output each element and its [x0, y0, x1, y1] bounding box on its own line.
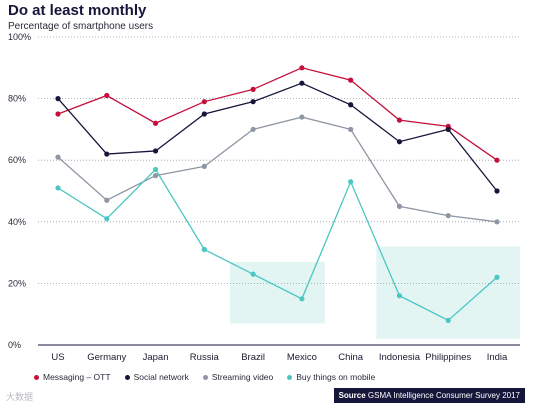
series-line-3	[57, 116, 498, 223]
data-point	[201, 163, 207, 169]
y-tick-label: 80%	[8, 94, 26, 104]
y-tick-label: 60%	[8, 155, 26, 165]
x-tick-label: Japan	[143, 352, 169, 363]
data-point	[55, 185, 61, 191]
y-tick-label: 40%	[8, 217, 26, 227]
legend-item: Buy things on mobile	[287, 372, 375, 382]
x-tick-label: China	[338, 352, 364, 363]
highlight-region-1	[229, 261, 326, 324]
chart-title: Do at least monthly	[8, 2, 147, 19]
data-point	[152, 120, 159, 126]
source-note: Source GSMA Intelligence Consumer Survey…	[333, 388, 525, 403]
data-point	[104, 151, 110, 157]
data-point	[494, 188, 500, 194]
data-point	[250, 99, 256, 105]
data-point	[201, 111, 207, 117]
legend-label: Buy things on mobile	[296, 372, 376, 382]
source-label: Source	[338, 391, 366, 400]
data-point	[250, 271, 256, 277]
x-tick-label: Germany	[87, 352, 126, 363]
data-point	[445, 317, 451, 323]
legend-item: Streaming video	[202, 372, 274, 382]
data-point	[152, 173, 159, 179]
data-point	[104, 197, 110, 203]
legend-item: Social network	[124, 372, 189, 382]
highlight-region-2	[376, 246, 521, 339]
legend-label: Streaming video	[211, 372, 274, 382]
legend-label: Messaging – OTT	[43, 372, 111, 382]
data-point	[348, 102, 354, 108]
data-point	[250, 86, 256, 92]
data-point	[348, 179, 354, 185]
data-point	[299, 65, 305, 71]
legend-marker	[124, 374, 130, 380]
data-point	[494, 157, 500, 163]
data-point	[55, 154, 61, 160]
x-tick-label: Brazil	[241, 352, 265, 363]
y-tick-label: 0%	[8, 340, 21, 350]
line-chart: 0% 20% 40% 60% 80% 100% US Germany Japan Russia Br…	[8, 32, 521, 363]
series-line-2	[57, 82, 498, 192]
data-point	[152, 166, 159, 173]
data-point	[348, 77, 354, 83]
data-point	[55, 96, 61, 102]
data-point	[152, 148, 159, 154]
y-tick-label: 100%	[8, 32, 31, 42]
data-point	[396, 293, 403, 299]
data-point	[445, 126, 451, 132]
data-point	[55, 111, 61, 117]
legend-marker	[287, 374, 293, 380]
legend-label: Social network	[133, 372, 189, 382]
data-point	[494, 219, 500, 225]
series-line-4	[57, 168, 498, 322]
chart-subtitle: Percentage of smartphone users	[8, 21, 154, 32]
data-point	[201, 99, 207, 105]
data-point	[299, 296, 305, 302]
chart-legend: Messaging – OTT Social network Streaming v…	[34, 372, 375, 382]
x-tick-label: Mexico	[287, 352, 317, 363]
data-point	[445, 213, 451, 219]
data-point	[104, 216, 110, 222]
legend-item: Messaging – OTT	[34, 372, 111, 382]
data-point	[104, 92, 110, 99]
x-tick-label: Russia	[190, 352, 220, 363]
data-point	[396, 203, 403, 209]
legend-marker	[202, 374, 208, 380]
data-point	[299, 114, 305, 120]
data-point	[348, 126, 354, 132]
source-text: GSMA Intelligence Consumer Survey 2017	[367, 391, 520, 400]
x-tick-label: Philippines	[425, 352, 471, 363]
data-point	[250, 126, 256, 132]
data-point	[396, 139, 403, 145]
data-point	[299, 80, 305, 86]
x-tick-label: Indonesia	[379, 352, 421, 363]
watermark-text: 大数据	[6, 392, 34, 402]
x-tick-label: India	[487, 352, 508, 363]
legend-marker	[34, 374, 39, 380]
data-point	[494, 274, 500, 280]
y-tick-label: 20%	[8, 278, 26, 288]
data-point	[201, 246, 207, 253]
series-line-1	[57, 67, 498, 161]
data-point	[396, 117, 403, 123]
x-tick-label: US	[51, 352, 64, 363]
